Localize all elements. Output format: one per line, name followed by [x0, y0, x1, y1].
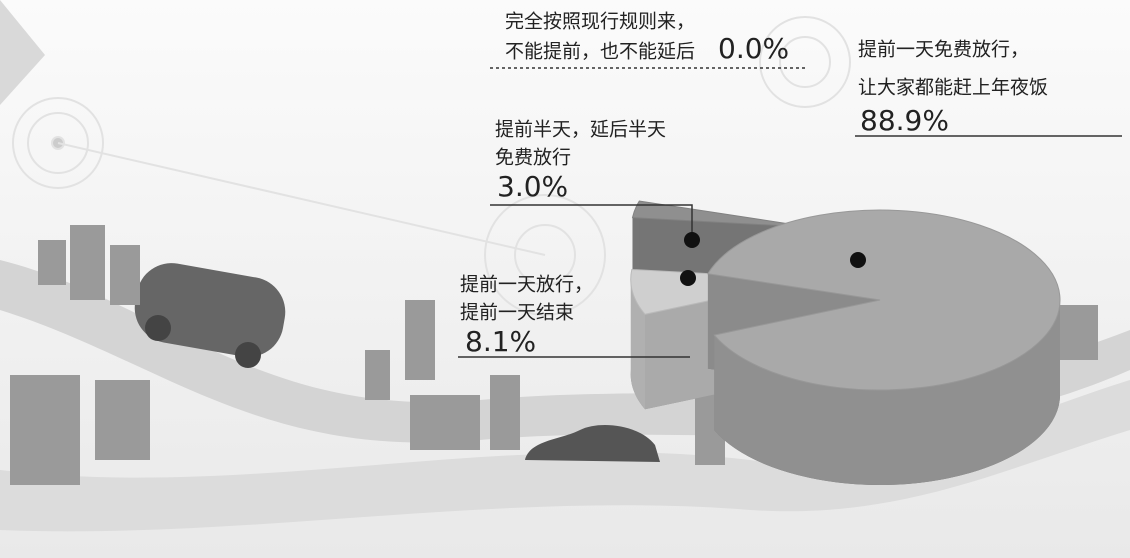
- marker-dots: [680, 232, 866, 286]
- category-label: 免费放行: [495, 147, 571, 169]
- category-label: 提前一天结束: [460, 302, 574, 324]
- category-label: 提前一天放行，: [460, 274, 593, 296]
- category-label: 不能提前，也不能延后: [505, 41, 695, 63]
- value-label: 8.1%: [465, 325, 536, 358]
- leader-lines: [458, 67, 1122, 358]
- category-label: 提前一天免费放行，: [858, 39, 1029, 61]
- value-label: 3.0%: [497, 170, 568, 203]
- slice-side: [714, 300, 1060, 485]
- slice-side: [630, 279, 646, 410]
- circle-decorations: [12, 16, 851, 316]
- vehicles: [134, 263, 660, 462]
- pie: [630, 200, 1061, 486]
- buildings: [10, 225, 1098, 485]
- value-label: 0.0%: [718, 32, 789, 65]
- slice: [631, 200, 812, 228]
- category-label: 让大家都能赶上年夜饭: [858, 77, 1048, 99]
- arrow-decoration: [0, 0, 45, 105]
- value-label: 88.9%: [860, 104, 949, 137]
- slice: [707, 209, 1061, 391]
- category-label: 完全按照现行规则来，: [505, 11, 695, 33]
- category-label: 提前半天，延后半天: [495, 119, 666, 141]
